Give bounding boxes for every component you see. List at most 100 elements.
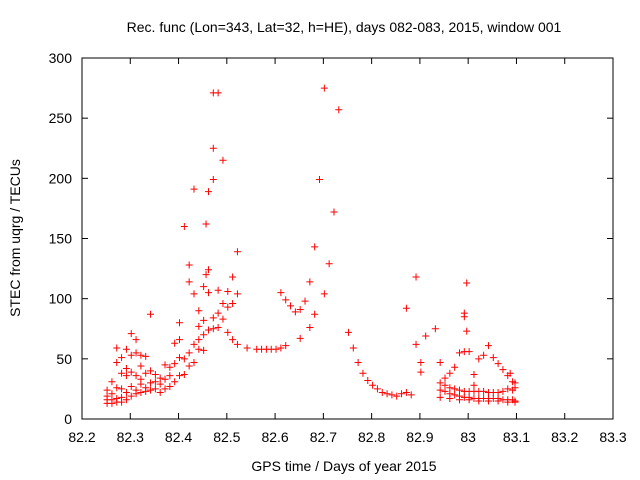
y-tick-label: 0 <box>64 411 72 427</box>
data-point <box>470 381 478 389</box>
data-point <box>451 363 459 371</box>
data-point <box>113 384 121 392</box>
data-point <box>209 325 217 333</box>
data-point <box>475 397 483 405</box>
data-point <box>287 302 295 310</box>
data-point <box>161 361 169 369</box>
data-point <box>511 398 519 406</box>
data-point <box>335 106 343 114</box>
data-point <box>176 354 184 362</box>
data-point <box>118 385 126 393</box>
data-point <box>118 369 126 377</box>
data-point <box>306 324 314 332</box>
data-point <box>451 385 459 393</box>
data-point <box>349 344 357 352</box>
data-point <box>190 290 198 298</box>
data-point <box>296 334 304 342</box>
data-point <box>233 340 241 348</box>
data-point <box>214 89 222 97</box>
data-point <box>127 368 135 376</box>
data-point <box>166 363 174 371</box>
data-point <box>156 389 164 397</box>
data-point <box>446 395 454 403</box>
data-point <box>190 358 198 366</box>
data-point <box>412 273 420 281</box>
data-point <box>330 208 338 216</box>
data-point <box>296 305 304 313</box>
data-point <box>320 290 328 298</box>
x-axis-label: GPS time / Days of year 2015 <box>251 458 436 474</box>
data-point <box>224 303 232 311</box>
data-point <box>156 380 164 388</box>
y-tick-label: 200 <box>49 170 73 186</box>
data-point <box>127 351 135 359</box>
data-point <box>451 391 459 399</box>
data-point <box>185 349 193 357</box>
data-point <box>436 358 444 366</box>
data-point <box>137 380 145 388</box>
chart-title: Rec. func (Lon=343, Lat=32, h=HE), days … <box>127 19 562 35</box>
data-point <box>272 345 280 353</box>
data-point <box>108 399 116 407</box>
data-point <box>417 368 425 376</box>
data-point <box>166 383 174 391</box>
data-point <box>204 326 212 334</box>
data-point <box>369 381 377 389</box>
data-point <box>166 372 174 380</box>
data-point <box>195 322 203 330</box>
data-point <box>132 372 140 380</box>
data-point <box>202 220 210 228</box>
data-point <box>122 364 130 372</box>
data-point <box>301 297 309 305</box>
data-point <box>446 369 454 377</box>
data-point <box>422 332 430 340</box>
data-point <box>147 379 155 387</box>
y-tick-label: 150 <box>49 231 73 247</box>
data-point <box>373 385 381 393</box>
data-point <box>219 315 227 323</box>
x-tick-label: 82.7 <box>310 429 337 445</box>
data-point <box>344 328 352 336</box>
data-point <box>282 342 290 350</box>
data-point <box>431 325 439 333</box>
data-point <box>122 389 130 397</box>
data-point <box>127 330 135 338</box>
axis-ticks: 82.2 82.3 82.4 82.5 82.6 82.7 82.8 82.9 83 83.1 83… <box>49 50 627 445</box>
data-point <box>127 392 135 400</box>
data-point <box>233 290 241 298</box>
data-point <box>176 319 184 327</box>
data-point <box>127 383 135 391</box>
data-point <box>494 360 502 368</box>
data-point <box>209 314 217 322</box>
data-point <box>465 348 473 356</box>
data-point <box>185 261 193 269</box>
data-point <box>202 271 210 279</box>
x-tick-label: 82.6 <box>261 429 288 445</box>
data-point <box>499 366 507 374</box>
data-point <box>504 385 512 393</box>
data-point <box>147 386 155 394</box>
data-point <box>142 352 150 360</box>
data-point <box>311 243 319 251</box>
data-point <box>185 362 193 370</box>
data-point <box>108 390 116 398</box>
data-point <box>436 393 444 401</box>
data-point <box>499 387 507 395</box>
x-tick-label: 82.5 <box>213 429 240 445</box>
data-point <box>398 390 406 398</box>
x-tick-label: 83.1 <box>503 429 530 445</box>
data-point <box>320 84 328 92</box>
data-point <box>446 384 454 392</box>
data-point <box>122 345 130 353</box>
x-tick-label: 82.8 <box>358 429 385 445</box>
data-point <box>151 385 159 393</box>
x-tick-label: 83.3 <box>599 429 626 445</box>
data-point <box>204 266 212 274</box>
data-point <box>402 304 410 312</box>
data-point <box>180 355 188 363</box>
x-tick-label: 82.2 <box>68 429 95 445</box>
data-point <box>180 370 188 378</box>
data-point <box>209 176 217 184</box>
data-point <box>219 299 227 307</box>
